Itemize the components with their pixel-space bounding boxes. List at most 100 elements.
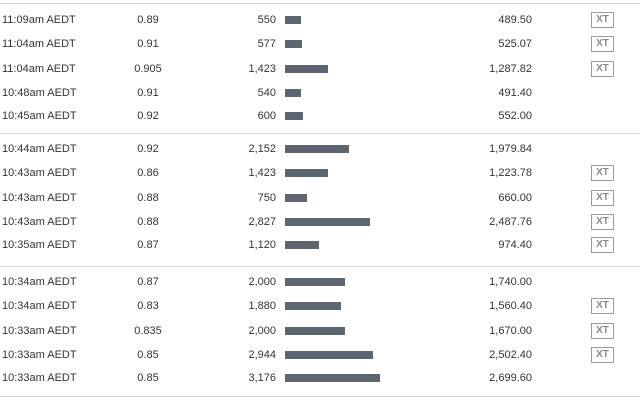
trade-row: 10:34am AEDT 0.87 2,000 1,740.00 [0, 271, 640, 293]
trade-time: 11:09am AEDT [2, 14, 76, 26]
trade-price: 0.88 [137, 216, 159, 228]
xt-badge[interactable]: XT [591, 165, 614, 181]
volume-bar [285, 145, 349, 153]
xt-badge[interactable]: XT [591, 237, 614, 253]
trade-time: 10:45am AEDT [2, 110, 77, 122]
trade-value: 552.00 [498, 110, 532, 122]
trade-volume: 2,944 [248, 349, 276, 361]
trade-value: 1,670.00 [489, 325, 532, 337]
trade-value: 2,487.76 [489, 216, 532, 228]
xt-badge[interactable]: XT [591, 36, 614, 52]
trade-price: 0.86 [137, 167, 159, 179]
trade-volume: 1,423 [248, 63, 276, 75]
trade-row: 10:33am AEDT 0.85 2,944 2,502.40 XT [0, 344, 640, 366]
trade-volume: 600 [257, 110, 276, 122]
trade-value: 489.50 [498, 14, 532, 26]
trade-price: 0.88 [137, 192, 159, 204]
trade-row: 11:04am AEDT 0.905 1,423 1,287.82 XT [0, 58, 640, 80]
trade-value: 1,560.40 [489, 300, 532, 312]
xt-badge[interactable]: XT [591, 61, 614, 77]
volume-bar [285, 327, 345, 335]
xt-badge[interactable]: XT [591, 347, 614, 363]
trade-row: 10:33am AEDT 0.835 2,000 1,670.00 XT [0, 320, 640, 342]
trade-time: 11:04am AEDT [2, 38, 76, 50]
trade-price: 0.89 [137, 14, 159, 26]
volume-bar [285, 374, 380, 382]
trade-value: 1,740.00 [489, 276, 532, 288]
group-divider [0, 3, 640, 4]
volume-bar [285, 351, 373, 359]
trade-value: 491.40 [498, 87, 532, 99]
trade-volume: 550 [257, 14, 276, 26]
trade-row: 10:34am AEDT 0.83 1,880 1,560.40 XT [0, 295, 640, 317]
volume-bar [285, 194, 307, 202]
trade-row: 10:43am AEDT 0.86 1,423 1,223.78 XT [0, 162, 640, 184]
trade-time: 10:43am AEDT [2, 216, 77, 228]
trade-value: 525.07 [498, 38, 532, 50]
trade-value: 2,502.40 [489, 349, 532, 361]
trade-volume: 1,120 [248, 239, 276, 251]
trade-volume: 2,000 [248, 276, 276, 288]
xt-badge[interactable]: XT [591, 298, 614, 314]
xt-badge[interactable]: XT [591, 323, 614, 339]
trade-volume: 1,880 [248, 300, 276, 312]
volume-bar [285, 40, 302, 48]
trade-row: 10:44am AEDT 0.92 2,152 1,979.84 [0, 138, 640, 160]
group-divider [0, 266, 640, 267]
trade-volume: 1,423 [248, 167, 276, 179]
xt-badge[interactable]: XT [591, 214, 614, 230]
trade-time: 10:33am AEDT [2, 372, 77, 384]
trade-time: 10:33am AEDT [2, 349, 77, 361]
trade-price: 0.92 [137, 110, 159, 122]
trade-time: 10:43am AEDT [2, 167, 77, 179]
xt-badge[interactable]: XT [591, 190, 614, 206]
trade-volume: 2,827 [248, 216, 276, 228]
trade-row: 11:09am AEDT 0.89 550 489.50 XT [0, 9, 640, 31]
trade-value: 660.00 [498, 192, 532, 204]
group-divider [0, 133, 640, 134]
trade-value: 1,979.84 [489, 143, 532, 155]
trade-time: 10:48am AEDT [2, 87, 77, 99]
trade-price: 0.91 [137, 38, 159, 50]
trade-price: 0.91 [137, 87, 159, 99]
trade-price: 0.87 [137, 239, 159, 251]
trade-value: 1,287.82 [489, 63, 532, 75]
trade-time: 10:34am AEDT [2, 300, 77, 312]
trade-price: 0.85 [137, 349, 159, 361]
trade-time: 10:43am AEDT [2, 192, 77, 204]
trade-row: 10:33am AEDT 0.85 3,176 2,699.60 [0, 367, 640, 389]
trade-time: 10:33am AEDT [2, 325, 77, 337]
trade-row: 10:43am AEDT 0.88 2,827 2,487.76 XT [0, 211, 640, 233]
volume-bar [285, 89, 301, 97]
trade-value: 2,699.60 [489, 372, 532, 384]
trade-price: 0.85 [137, 372, 159, 384]
trade-price: 0.905 [134, 63, 162, 75]
group-divider [0, 396, 640, 397]
trade-price: 0.92 [137, 143, 159, 155]
trade-value: 974.40 [498, 239, 532, 251]
trade-price: 0.835 [134, 325, 162, 337]
trade-volume: 2,152 [248, 143, 276, 155]
xt-badge[interactable]: XT [591, 12, 614, 28]
trade-price: 0.87 [137, 276, 159, 288]
trade-volume: 577 [257, 38, 276, 50]
trade-time: 11:04am AEDT [2, 63, 76, 75]
trade-time: 10:34am AEDT [2, 276, 77, 288]
trade-row: 11:04am AEDT 0.91 577 525.07 XT [0, 33, 640, 55]
trade-time: 10:35am AEDT [2, 239, 77, 251]
volume-bar [285, 218, 370, 226]
trade-volume: 3,176 [248, 372, 276, 384]
volume-bar [285, 241, 319, 249]
trade-row: 10:48am AEDT 0.91 540 491.40 [0, 82, 640, 104]
trade-volume: 2,000 [248, 325, 276, 337]
volume-bar [285, 16, 301, 24]
volume-bar [285, 112, 303, 120]
trade-row: 10:35am AEDT 0.87 1,120 974.40 XT [0, 234, 640, 256]
trade-time: 10:44am AEDT [2, 143, 77, 155]
trade-row: 10:43am AEDT 0.88 750 660.00 XT [0, 187, 640, 209]
trade-row: 10:45am AEDT 0.92 600 552.00 [0, 105, 640, 127]
volume-bar [285, 302, 341, 310]
volume-bar [285, 169, 328, 177]
trade-volume: 750 [257, 192, 276, 204]
